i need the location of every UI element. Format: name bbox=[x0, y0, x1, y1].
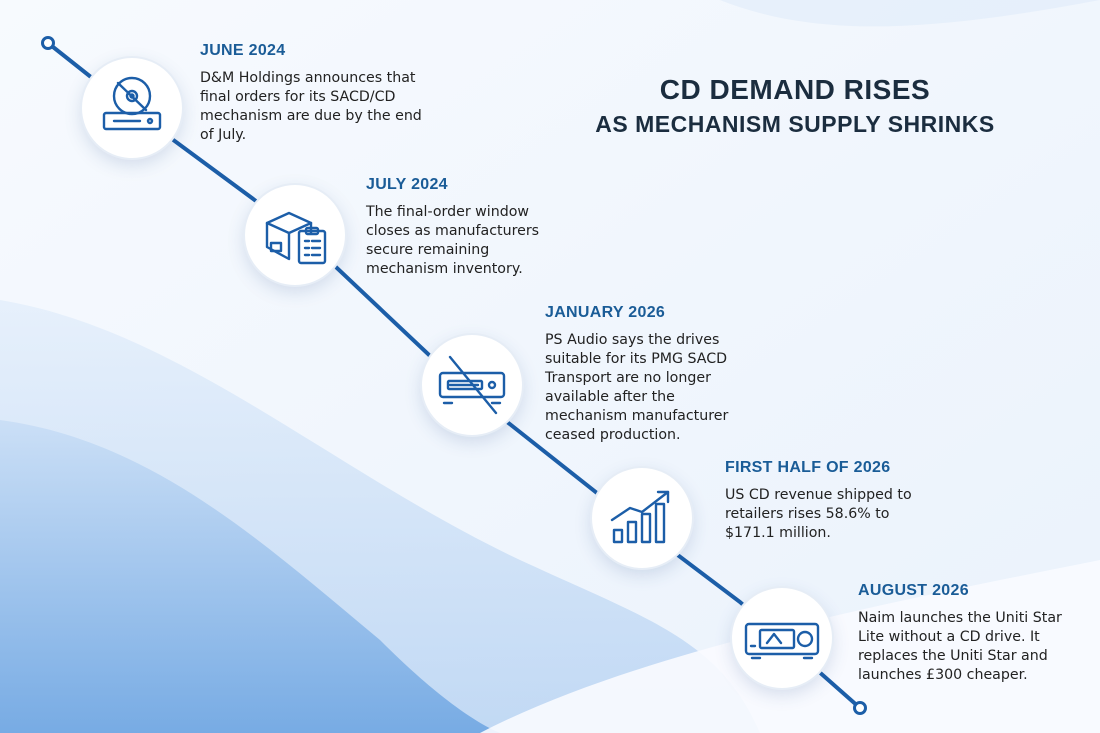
growth-chart-icon bbox=[592, 468, 692, 568]
event-description: The final-order window closes as manufac… bbox=[366, 204, 540, 277]
timeline-event: JANUARY 2026 PS Audio says the drives su… bbox=[545, 304, 750, 445]
timeline-event: FIRST HALF OF 2026 US CD revenue shipped… bbox=[725, 459, 925, 543]
crossed-out-transport-icon bbox=[422, 335, 522, 435]
event-description: D&M Holdings announces that final orders… bbox=[200, 70, 422, 143]
timeline-start-dot bbox=[41, 36, 55, 50]
title-line-2: AS MECHANISM SUPPLY SHRINKS bbox=[595, 111, 995, 137]
cd-player-icon bbox=[82, 58, 182, 158]
chart-title: CD DEMAND RISES AS MECHANISM SUPPLY SHRI… bbox=[560, 72, 1030, 140]
timeline-event: JULY 2024 The final-order window closes … bbox=[366, 176, 566, 279]
streamer-amplifier-icon bbox=[732, 588, 832, 688]
timeline-event: JUNE 2024 D&M Holdings announces that fi… bbox=[200, 42, 430, 145]
timeline-end-dot bbox=[853, 701, 867, 715]
event-date: JULY 2024 bbox=[366, 176, 448, 193]
event-date: JUNE 2024 bbox=[200, 42, 286, 59]
event-date: AUGUST 2026 bbox=[858, 582, 969, 599]
event-description: PS Audio says the drives suitable for it… bbox=[545, 332, 729, 443]
title-line-1: CD DEMAND RISES bbox=[659, 74, 931, 105]
event-date: FIRST HALF OF 2026 bbox=[725, 459, 891, 476]
timeline-event: AUGUST 2026 Naim launches the Uniti Star… bbox=[858, 582, 1073, 685]
event-description: US CD revenue shipped to retailers rises… bbox=[725, 487, 912, 541]
event-date: JANUARY 2026 bbox=[545, 304, 666, 321]
box-clipboard-icon bbox=[245, 185, 345, 285]
event-description: Naim launches the Uniti Star Lite withou… bbox=[858, 610, 1062, 683]
